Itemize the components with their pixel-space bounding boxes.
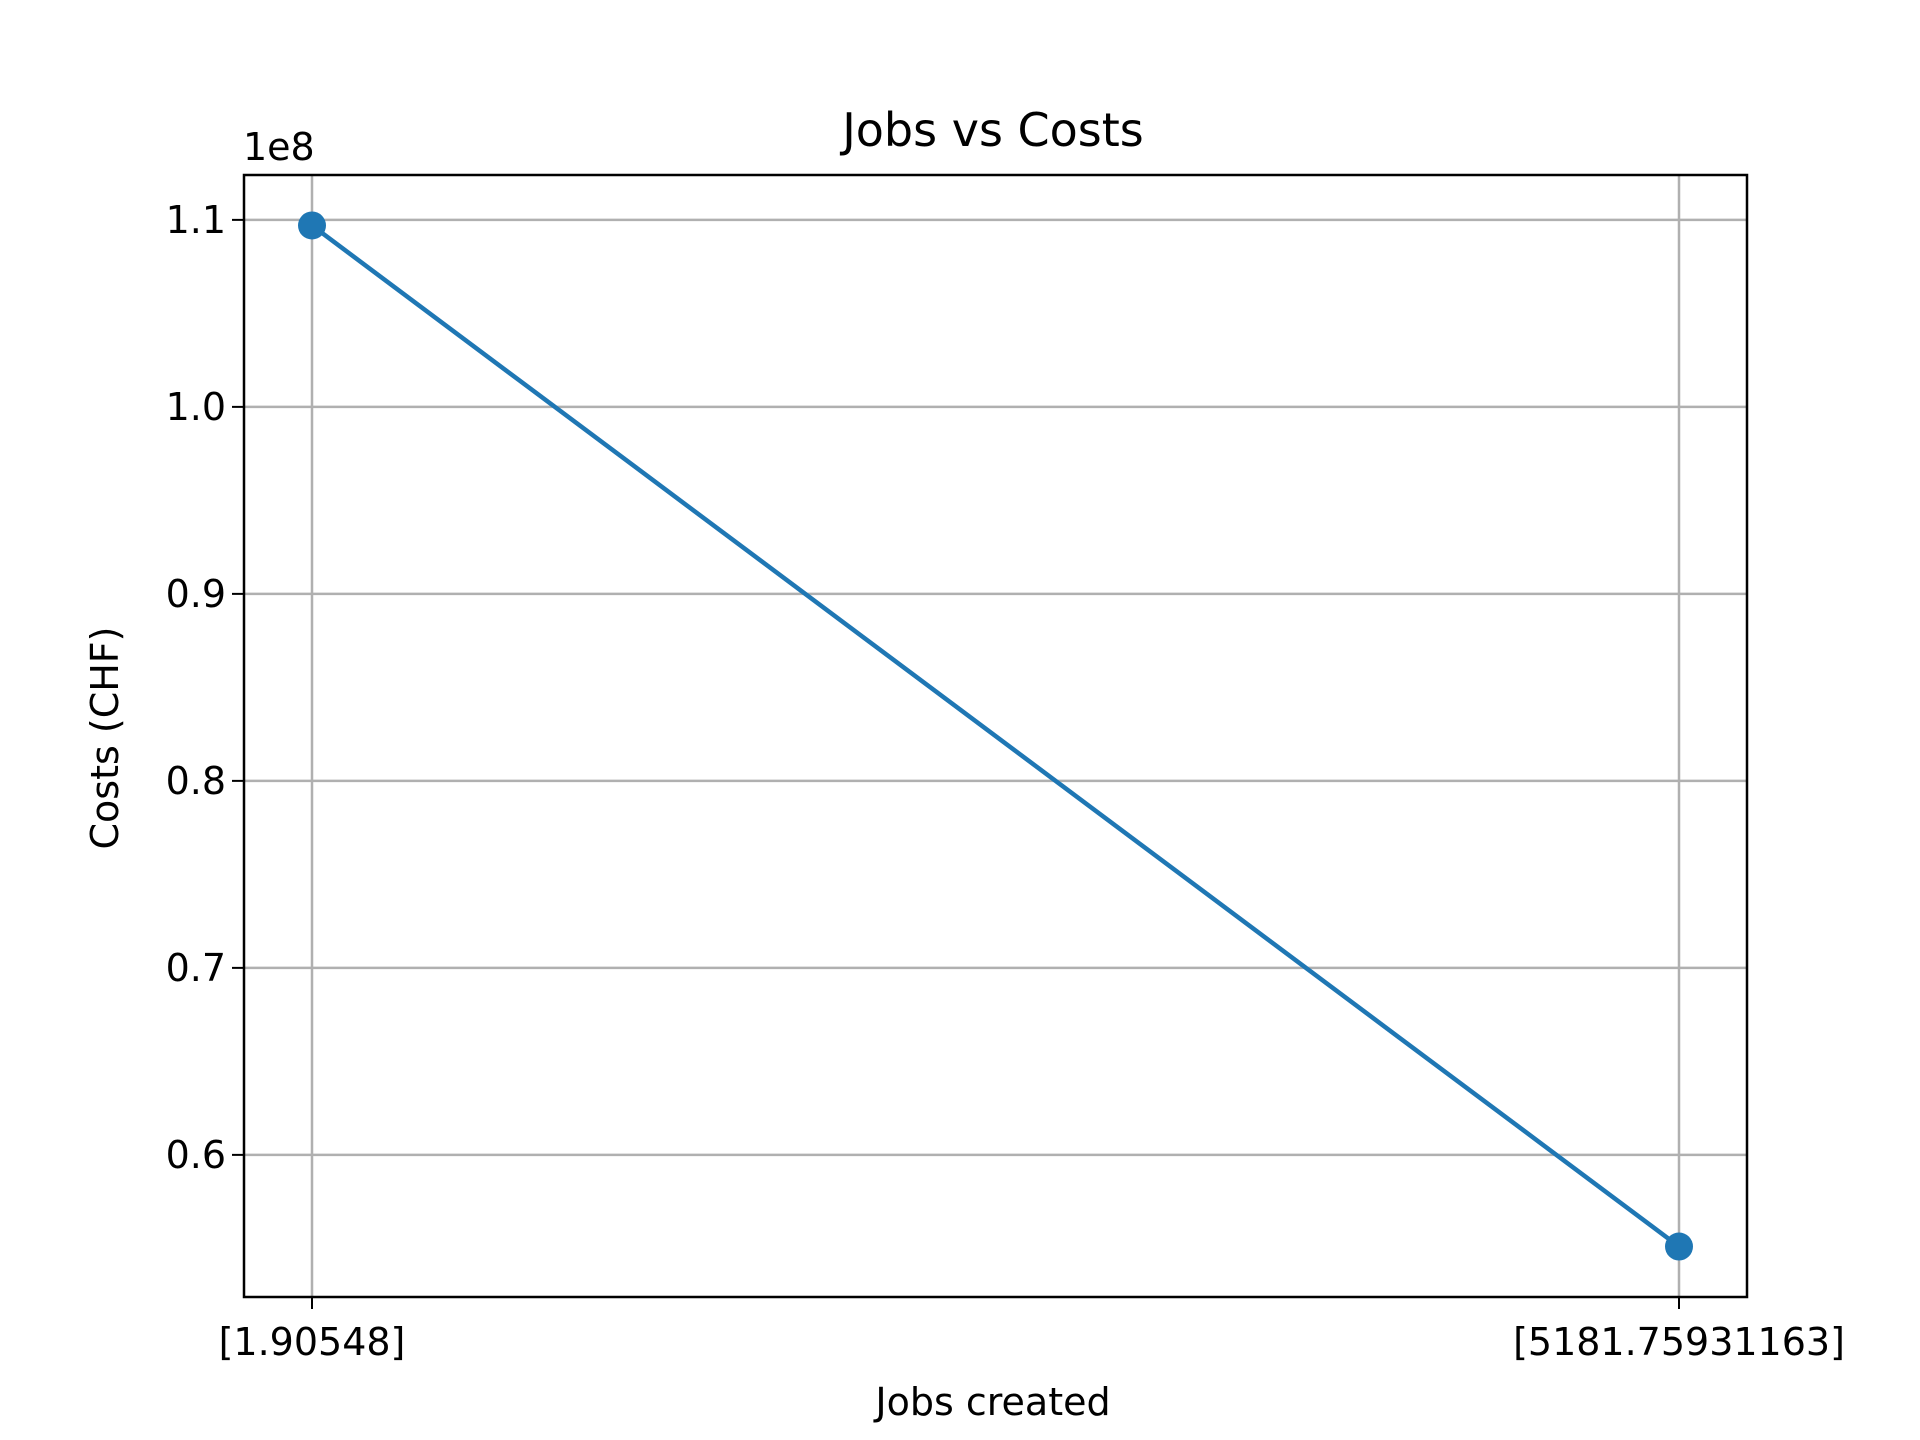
data-point (298, 211, 326, 240)
y-tick-label: 0.9 (166, 572, 226, 616)
tick-layer: 0.6 0.7 0.8 0.9 1.0 1.1 [1.90548] [5181.7593116… (166, 198, 1845, 1364)
chart-title: Jobs vs Costs (839, 103, 1144, 157)
series-layer (298, 211, 1693, 1261)
x-tick-label: [1.90548] (219, 1320, 406, 1364)
x-axis-label: Jobs created (873, 1380, 1110, 1424)
series-line (310, 223, 1681, 1249)
y-tick-label: 0.7 (166, 946, 226, 990)
grid-layer (244, 175, 1747, 1297)
y-tick-label: 0.8 (166, 759, 226, 803)
y-tick-label: 1.1 (166, 198, 226, 242)
data-point (1665, 1232, 1693, 1261)
plot-frame (242, 173, 1749, 1299)
y-tick-label: 0.6 (166, 1133, 226, 1177)
y-tick-label: 1.0 (166, 385, 226, 429)
y-offset-label: 1e8 (243, 125, 315, 169)
y-axis-label: Costs (CHF) (83, 627, 127, 850)
x-tick-label: [5181.75931163] (1513, 1320, 1845, 1364)
